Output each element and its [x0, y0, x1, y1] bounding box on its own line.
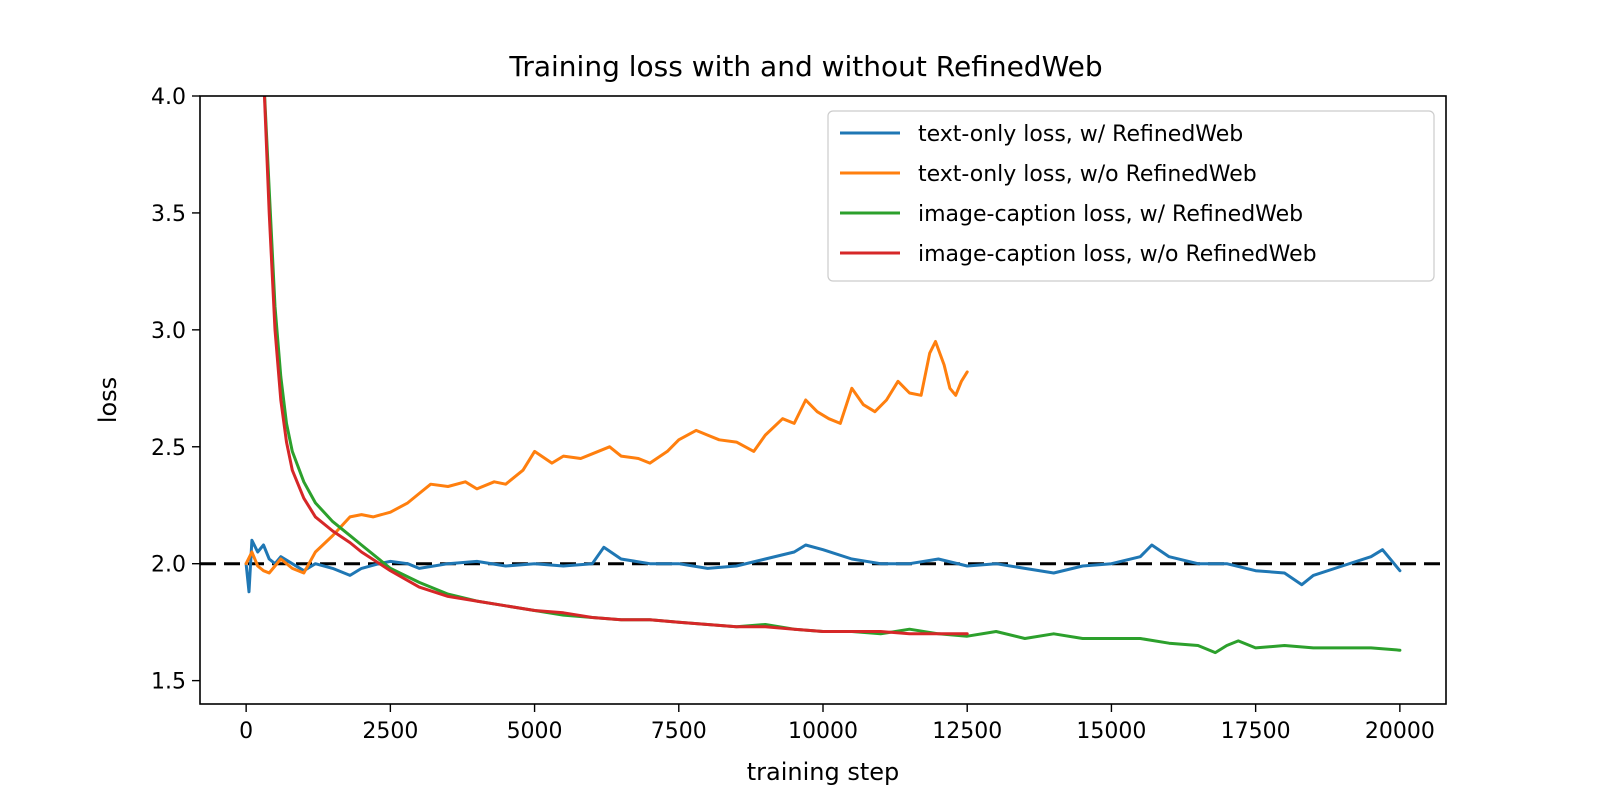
x-tick-label: 15000: [1076, 719, 1146, 744]
plot-area: [199, 95, 1447, 705]
legend: text-only loss, w/ RefinedWeb text-only l…: [827, 110, 1435, 282]
y-axis-label: loss: [94, 377, 122, 423]
y-tick-label: 3.5: [151, 202, 186, 227]
legend-label-2: text-only loss, w/o RefinedWeb: [918, 162, 1257, 187]
series-line-2: [244, 340, 969, 575]
x-tick-label: 5000: [507, 719, 563, 744]
y-tick-label: 1.5: [151, 670, 186, 695]
series-line-1: [244, 538, 1402, 594]
legend-label-3: image-caption loss, w/ RefinedWeb: [918, 202, 1303, 227]
series-layer: [244, 96, 1402, 655]
x-tick-label: 7500: [651, 719, 707, 744]
y-tick-label: 3.0: [151, 319, 186, 344]
x-tick-label: 2500: [362, 719, 418, 744]
x-tick-label: 0: [239, 719, 253, 744]
x-axis-label: training step: [747, 758, 900, 786]
y-tick-label: 4.0: [151, 85, 186, 110]
chart-title: Training loss with and without RefinedWe…: [508, 50, 1102, 83]
y-tick-label: 2.0: [151, 553, 186, 578]
legend-label-4: image-caption loss, w/o RefinedWeb: [918, 242, 1317, 267]
x-tick-label: 12500: [932, 719, 1002, 744]
y-axis-ticks: 1.5 2.0 2.5 3.0 3.5 4.0: [151, 85, 200, 695]
x-tick-label: 20000: [1365, 719, 1435, 744]
legend-label-1: text-only loss, w/ RefinedWeb: [918, 122, 1243, 147]
legend-frame: [827, 110, 1435, 282]
series-line-3: [263, 96, 1402, 655]
x-axis-ticks: 0 2500 5000 7500 10000 12500 15000 17500 20000: [239, 704, 1435, 744]
y-tick-label: 2.5: [151, 436, 186, 461]
series-line-4: [262, 96, 969, 636]
x-tick-label: 10000: [788, 719, 858, 744]
x-tick-label: 17500: [1221, 719, 1291, 744]
